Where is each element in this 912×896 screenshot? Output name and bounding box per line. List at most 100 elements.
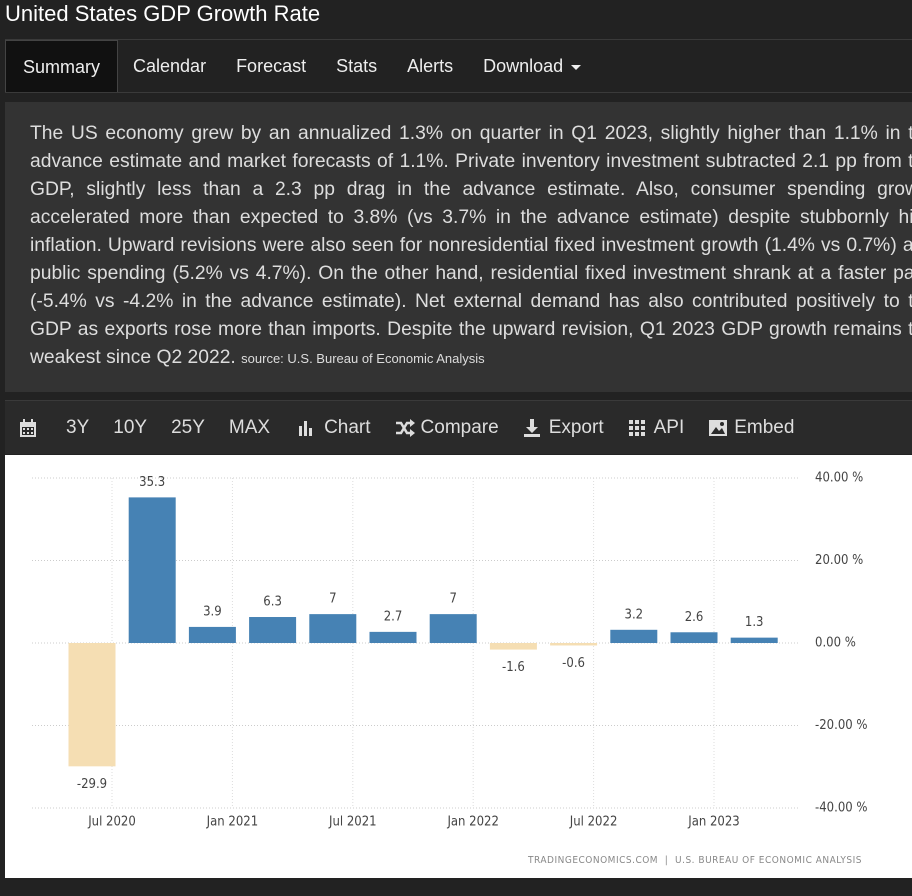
- icon-part: [628, 431, 633, 436]
- data-label: 1.3: [745, 615, 764, 630]
- tab-label: Forecast: [236, 56, 307, 76]
- tab-label: Stats: [336, 56, 378, 76]
- data-label: 3.9: [203, 604, 222, 619]
- caret-icon: [571, 65, 582, 70]
- icon-part: [634, 419, 639, 424]
- icon-part: [409, 418, 415, 437]
- icon-part: [525, 418, 538, 433]
- toolbar-icon: [299, 420, 313, 436]
- icon-part: [628, 419, 633, 424]
- data-label: 35.3: [139, 475, 165, 490]
- chart-toolbar: 3Y 10Y 25Y MAX Chart Compare Export API Embed: [5, 400, 912, 454]
- y-tick-label: -40.00 %: [815, 801, 868, 816]
- bar: [128, 497, 176, 643]
- nav-tab[interactable]: Alerts: [392, 40, 468, 92]
- toolbar-button[interactable]: Export: [523, 417, 604, 439]
- icon-part: [628, 419, 645, 436]
- icon-part: [634, 425, 639, 430]
- toolbar-label: 3Y: [66, 416, 90, 438]
- bar: [670, 632, 718, 643]
- nav-tab[interactable]: Forecast: [221, 40, 321, 92]
- bar: [429, 614, 477, 643]
- icon-part: [634, 431, 639, 436]
- x-tick-label: Jul 2022: [569, 815, 618, 830]
- caret: [571, 65, 582, 70]
- bar: [369, 631, 417, 643]
- y-tick-label: -20.00 %: [815, 718, 868, 733]
- x-tick-label: Jan 2021: [206, 815, 259, 830]
- icon-part: [640, 425, 645, 430]
- data-label: 7: [449, 592, 456, 607]
- page-title: United States GDP Growth Rate: [5, 1, 321, 26]
- bar: [68, 643, 116, 767]
- toolbar-button[interactable]: Embed: [708, 417, 794, 439]
- bar: [249, 617, 297, 643]
- y-tick-label: 40.00 %: [815, 471, 863, 486]
- summary-box: The US economy grew by an annualized 1.3…: [5, 102, 912, 392]
- nav-tab[interactable]: Stats: [321, 40, 392, 92]
- icon-part: [711, 426, 726, 434]
- toolbar-label: API: [653, 416, 685, 438]
- bar: [188, 626, 236, 643]
- bar: [489, 643, 537, 650]
- toolbar-button[interactable]: API: [628, 416, 685, 439]
- summary-text: The US economy grew by an annualized 1.3…: [30, 120, 912, 373]
- icon-part: [640, 419, 645, 424]
- nav-tab[interactable]: Summary: [5, 40, 119, 92]
- toolbar-icon: [628, 419, 645, 436]
- bar: [610, 629, 658, 643]
- data-label: 6.3: [263, 595, 282, 610]
- icon-part: [299, 425, 303, 436]
- icon-part: [720, 421, 725, 426]
- calendar-icon: [20, 418, 36, 437]
- nav-tab[interactable]: Calendar: [118, 40, 221, 92]
- toolbar-label: Compare: [420, 416, 499, 438]
- tab-label: Calendar: [133, 56, 207, 76]
- tab-label: Summary: [23, 57, 101, 77]
- x-tick-label: Jan 2022: [446, 815, 499, 830]
- icon-part: [395, 421, 412, 434]
- icon-part: [309, 427, 313, 436]
- bar: [730, 637, 778, 643]
- tab-label: Download: [483, 56, 564, 76]
- icon-part: [523, 433, 540, 437]
- bar: [309, 614, 357, 643]
- toolbar-button[interactable]: Compare: [395, 417, 499, 439]
- bar: [550, 643, 598, 646]
- x-tick-label: Jul 2020: [87, 815, 136, 830]
- icon-part: [304, 420, 308, 436]
- toolbar-button[interactable]: 10Y: [113, 417, 147, 439]
- nav-tabs: Summary Calendar Forecast Stats Alerts Downlo…: [5, 39, 912, 93]
- toolbar-label: 25Y: [171, 416, 205, 438]
- toolbar-label: 10Y: [113, 416, 148, 438]
- y-tick-label: 20.00 %: [815, 553, 863, 568]
- toolbar-icon: [523, 418, 540, 437]
- tab-label: Alerts: [407, 56, 454, 76]
- data-label: 3.2: [625, 607, 644, 622]
- summary-body: The US economy grew by an annualized 1.3…: [30, 123, 912, 368]
- toolbar-label: Embed: [734, 416, 795, 438]
- icon-part: [628, 425, 633, 430]
- data-label: -1.6: [502, 660, 525, 675]
- x-tick-label: Jul 2021: [328, 815, 377, 830]
- toolbar-label: Chart: [324, 416, 371, 438]
- toolbar-button[interactable]: MAX: [229, 417, 270, 439]
- toolbar-button[interactable]: 3Y: [66, 417, 89, 439]
- chart-footer: TRADINGECONOMICS.COM | U.S. BUREAU OF EC…: [527, 855, 862, 866]
- toolbar-label: MAX: [228, 416, 271, 438]
- toolbar-label: Export: [548, 416, 604, 438]
- data-label: -0.6: [562, 656, 585, 671]
- calendar-button[interactable]: [19, 418, 42, 438]
- data-label: 7: [329, 592, 336, 607]
- chart: -40.00 % -20.00 % 0.00 % 20.00 % 40.00 % Jul …: [5, 455, 912, 878]
- source-note: source: U.S. Bureau of Economic Analysis: [241, 351, 485, 366]
- x-tick-label: Jan 2023: [687, 815, 740, 830]
- icon-part: [640, 431, 645, 436]
- toolbar-icon: [395, 418, 415, 437]
- toolbar-button[interactable]: Chart: [298, 416, 371, 439]
- toolbar-icon: [709, 419, 728, 436]
- toolbar-button[interactable]: 25Y: [171, 417, 205, 439]
- nav-tab[interactable]: Download: [468, 40, 598, 92]
- y-tick-label: 0.00 %: [815, 636, 856, 651]
